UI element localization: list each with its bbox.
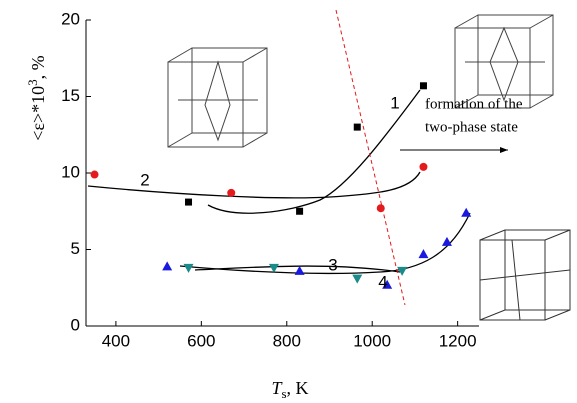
boundary-line <box>336 10 405 305</box>
point <box>418 249 428 258</box>
y-tick-label: 5 <box>71 239 80 258</box>
point <box>354 124 361 131</box>
point <box>162 261 172 270</box>
fit-curve <box>180 213 470 273</box>
point <box>420 82 427 89</box>
point <box>419 163 427 171</box>
point <box>296 208 303 215</box>
x-tick-label: 1200 <box>439 331 477 350</box>
annotation: two-phase state <box>425 119 518 135</box>
crystal-sketch <box>480 230 570 320</box>
y-axis-label: <ε>*103, % <box>25 55 48 140</box>
point <box>184 264 194 273</box>
point <box>185 199 192 206</box>
series-label: 2 <box>140 170 149 189</box>
fit-curve <box>88 172 420 198</box>
arrowhead <box>500 147 508 153</box>
y-tick-label: 15 <box>61 86 80 105</box>
point <box>227 189 235 197</box>
x-tick-label: 600 <box>187 331 215 350</box>
annotation: formation of the <box>425 96 523 112</box>
y-tick-label: 10 <box>61 162 80 181</box>
x-label-unit: , K <box>287 378 309 398</box>
point <box>91 171 99 179</box>
y-tick-label: 20 <box>61 9 80 28</box>
point <box>442 237 452 246</box>
series-label: 3 <box>328 255 337 274</box>
y-tick-label: 0 <box>71 315 80 334</box>
x-tick-label: 800 <box>273 331 301 350</box>
fit-curve <box>208 90 420 213</box>
point <box>377 204 385 212</box>
point <box>461 208 471 217</box>
series-label: 1 <box>390 93 399 112</box>
x-tick-label: 1000 <box>353 331 391 350</box>
x-tick-label: 400 <box>102 331 130 350</box>
point <box>352 275 362 284</box>
y-label-main: <ε>*10 <box>28 86 48 141</box>
series-label: 4 <box>378 272 387 291</box>
point <box>295 266 305 275</box>
crystal-sketch <box>168 48 267 147</box>
y-label-unit: , % <box>28 55 48 79</box>
x-axis-label: Ts, K <box>271 378 308 401</box>
crystal-sketch <box>455 15 553 108</box>
chart: formation of the two-phase state Ts, K <… <box>0 0 577 403</box>
